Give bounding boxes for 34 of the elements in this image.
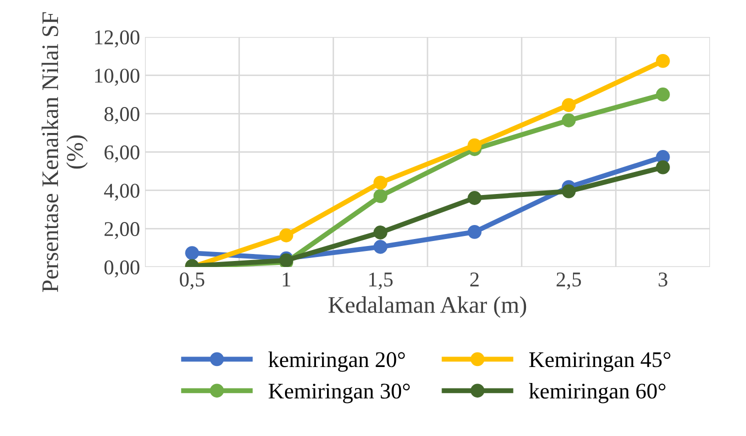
y-tick-label: 12,00 [95,30,140,48]
point [373,176,388,190]
point [468,191,482,205]
x-tick-label: 2,5 [556,272,581,290]
point [468,138,482,152]
x-tick-label: 1,5 [369,272,393,290]
point [656,88,670,102]
x-tick-label: 2 [470,272,479,286]
point [562,98,576,112]
y-tick-label: 0,00 [104,260,140,278]
x-axis-title: Kedalaman Akar (m) [328,296,526,318]
y-tick-label: 4,00 [104,184,140,201]
y-tick-label: 10,00 [95,68,140,86]
x-tick-label: 0,5 [180,272,204,290]
point [468,224,482,239]
y-axis-title: Persentase Kenaikan Nilai SF (%) [42,12,88,292]
y-tick-label: 8,00 [104,107,140,124]
point [373,189,388,204]
legend-label: kemiringan 20° [268,352,405,372]
point [562,184,576,198]
point [656,160,670,174]
legend-label: Kemiringan 45° [529,352,670,372]
x-tick-label: 3 [658,272,668,287]
y-tick-label: 2,00 [104,222,140,240]
legend-label: kemiringan 60° [529,382,666,404]
point [279,228,294,242]
point [373,226,388,240]
legend-label: Kemiringan 30° [268,384,410,404]
x-tick-label: 1 [282,272,290,286]
point [562,113,576,128]
point [185,246,200,260]
point [373,240,388,254]
point [656,54,670,68]
y-tick-label: 6,00 [104,145,140,162]
